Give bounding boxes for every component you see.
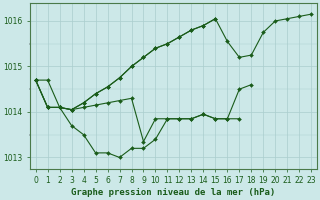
X-axis label: Graphe pression niveau de la mer (hPa): Graphe pression niveau de la mer (hPa) xyxy=(71,188,276,197)
